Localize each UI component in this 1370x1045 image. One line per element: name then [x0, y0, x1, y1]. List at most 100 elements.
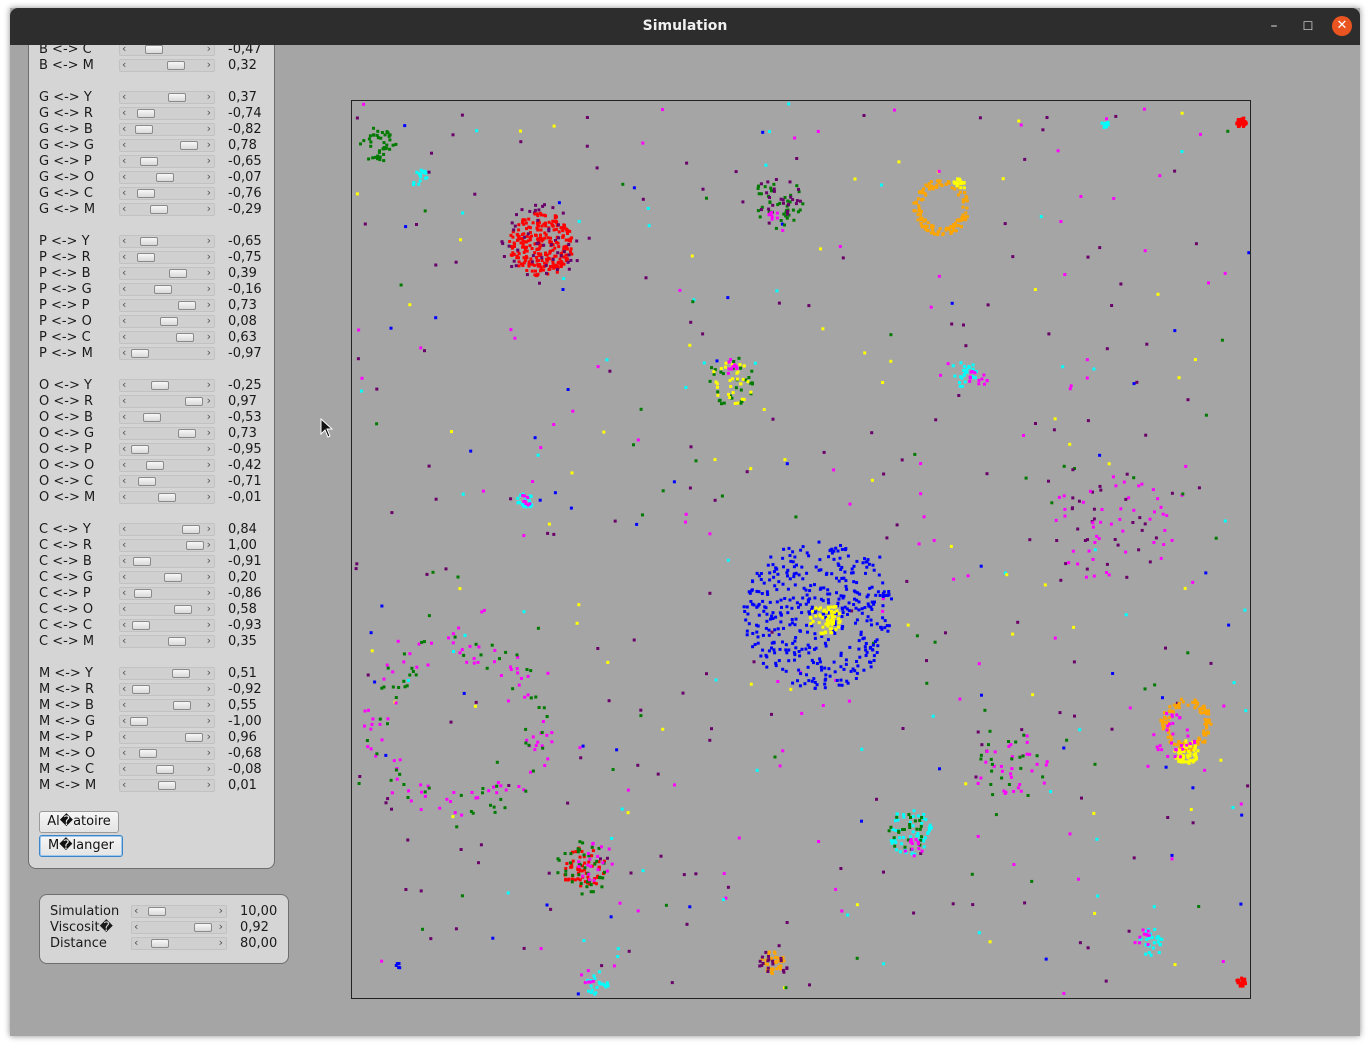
slider-thumb[interactable]: [130, 717, 148, 726]
matrix-slider[interactable]: ‹ ›: [119, 442, 215, 456]
slider-thumb[interactable]: [137, 109, 156, 118]
slider-left-arrow-icon[interactable]: ‹: [122, 202, 127, 215]
slider-left-arrow-icon[interactable]: ‹: [122, 474, 127, 487]
slider-right-arrow-icon[interactable]: ›: [206, 410, 211, 423]
slider-thumb[interactable]: [175, 333, 194, 342]
slider-thumb[interactable]: [132, 557, 151, 566]
slider-left-arrow-icon[interactable]: ‹: [122, 282, 127, 295]
matrix-slider[interactable]: ‹ ›: [119, 746, 215, 760]
slider-right-arrow-icon[interactable]: ›: [206, 282, 211, 295]
matrix-slider[interactable]: ‹ ›: [119, 314, 215, 328]
slider-right-arrow-icon[interactable]: ›: [206, 730, 211, 743]
slider-left-arrow-icon[interactable]: ‹: [122, 45, 127, 55]
slider-thumb[interactable]: [186, 541, 204, 550]
parameter-slider[interactable]: ‹ ›: [131, 920, 227, 934]
slider-left-arrow-icon[interactable]: ‹: [122, 298, 127, 311]
simulation-canvas[interactable]: [351, 100, 1251, 999]
slider-left-arrow-icon[interactable]: ‹: [122, 682, 127, 695]
slider-right-arrow-icon[interactable]: ›: [206, 602, 211, 615]
matrix-slider[interactable]: ‹ ›: [119, 282, 215, 296]
matrix-slider[interactable]: ‹ ›: [119, 330, 215, 344]
slider-left-arrow-icon[interactable]: ‹: [122, 106, 127, 119]
slider-right-arrow-icon[interactable]: ›: [206, 634, 211, 647]
slider-right-arrow-icon[interactable]: ›: [206, 474, 211, 487]
slider-right-arrow-icon[interactable]: ›: [206, 586, 211, 599]
slider-left-arrow-icon[interactable]: ‹: [122, 490, 127, 503]
slider-thumb[interactable]: [130, 349, 149, 358]
slider-left-arrow-icon[interactable]: ‹: [122, 570, 127, 583]
slider-left-arrow-icon[interactable]: ‹: [122, 410, 127, 423]
slider-thumb[interactable]: [146, 461, 165, 470]
slider-right-arrow-icon[interactable]: ›: [206, 394, 211, 407]
parameter-slider[interactable]: ‹ ›: [131, 904, 227, 918]
matrix-slider[interactable]: ‹ ›: [119, 570, 215, 584]
slider-right-arrow-icon[interactable]: ›: [206, 538, 211, 551]
slider-thumb[interactable]: [150, 939, 169, 948]
slider-right-arrow-icon[interactable]: ›: [206, 154, 211, 167]
matrix-slider[interactable]: ‹ ›: [119, 122, 215, 136]
slider-thumb[interactable]: [131, 621, 150, 630]
slider-right-arrow-icon[interactable]: ›: [206, 554, 211, 567]
matrix-slider[interactable]: ‹ ›: [119, 138, 215, 152]
slider-left-arrow-icon[interactable]: ‹: [122, 778, 127, 791]
matrix-slider[interactable]: ‹ ›: [119, 538, 215, 552]
slider-left-arrow-icon[interactable]: ‹: [122, 314, 127, 327]
slider-thumb[interactable]: [166, 61, 185, 70]
slider-right-arrow-icon[interactable]: ›: [206, 378, 211, 391]
slider-thumb[interactable]: [157, 493, 176, 502]
parameter-slider[interactable]: ‹ ›: [131, 936, 227, 950]
slider-left-arrow-icon[interactable]: ‹: [122, 586, 127, 599]
slider-right-arrow-icon[interactable]: ›: [206, 202, 211, 215]
slider-right-arrow-icon[interactable]: ›: [206, 45, 211, 55]
slider-right-arrow-icon[interactable]: ›: [206, 714, 211, 727]
slider-left-arrow-icon[interactable]: ‹: [122, 234, 127, 247]
slider-left-arrow-icon[interactable]: ‹: [122, 330, 127, 343]
slider-right-arrow-icon[interactable]: ›: [218, 936, 223, 949]
slider-right-arrow-icon[interactable]: ›: [206, 698, 211, 711]
matrix-slider[interactable]: ‹ ›: [119, 618, 215, 632]
matrix-slider[interactable]: ‹ ›: [119, 714, 215, 728]
slider-left-arrow-icon[interactable]: ‹: [122, 378, 127, 391]
matrix-slider[interactable]: ‹ ›: [119, 778, 215, 792]
slider-thumb[interactable]: [144, 45, 163, 54]
matrix-slider[interactable]: ‹ ›: [119, 106, 215, 120]
matrix-slider[interactable]: ‹ ›: [119, 346, 215, 360]
slider-right-arrow-icon[interactable]: ›: [206, 458, 211, 471]
matrix-slider[interactable]: ‹ ›: [119, 586, 215, 600]
slider-left-arrow-icon[interactable]: ‹: [134, 904, 139, 917]
slider-thumb[interactable]: [155, 765, 174, 774]
slider-left-arrow-icon[interactable]: ‹: [122, 122, 127, 135]
slider-right-arrow-icon[interactable]: ›: [206, 346, 211, 359]
slider-right-arrow-icon[interactable]: ›: [206, 570, 211, 583]
slider-thumb[interactable]: [151, 381, 169, 390]
slider-right-arrow-icon[interactable]: ›: [206, 426, 211, 439]
slider-left-arrow-icon[interactable]: ‹: [122, 698, 127, 711]
slider-left-arrow-icon[interactable]: ‹: [122, 634, 127, 647]
slider-right-arrow-icon[interactable]: ›: [206, 522, 211, 535]
slider-right-arrow-icon[interactable]: ›: [206, 122, 211, 135]
slider-left-arrow-icon[interactable]: ‹: [122, 730, 127, 743]
matrix-slider[interactable]: ‹ ›: [119, 522, 215, 536]
slider-left-arrow-icon[interactable]: ‹: [122, 714, 127, 727]
slider-left-arrow-icon[interactable]: ‹: [122, 58, 127, 71]
slider-thumb[interactable]: [167, 637, 186, 646]
slider-right-arrow-icon[interactable]: ›: [206, 778, 211, 791]
slider-thumb[interactable]: [138, 749, 157, 758]
slider-right-arrow-icon[interactable]: ›: [218, 920, 223, 933]
matrix-slider[interactable]: ‹ ›: [119, 682, 215, 696]
matrix-slider[interactable]: ‹ ›: [119, 762, 215, 776]
slider-left-arrow-icon[interactable]: ‹: [122, 442, 127, 455]
slider-thumb[interactable]: [181, 525, 200, 534]
matrix-slider[interactable]: ‹ ›: [119, 58, 215, 72]
slider-right-arrow-icon[interactable]: ›: [206, 170, 211, 183]
matrix-slider[interactable]: ‹ ›: [119, 698, 215, 712]
slider-left-arrow-icon[interactable]: ‹: [122, 394, 127, 407]
slider-right-arrow-icon[interactable]: ›: [206, 618, 211, 631]
slider-thumb[interactable]: [168, 269, 187, 278]
matrix-slider[interactable]: ‹ ›: [119, 666, 215, 680]
slider-left-arrow-icon[interactable]: ‹: [134, 920, 139, 933]
slider-thumb[interactable]: [138, 477, 157, 486]
slider-thumb[interactable]: [137, 253, 155, 262]
matrix-slider[interactable]: ‹ ›: [119, 730, 215, 744]
slider-thumb[interactable]: [149, 205, 168, 214]
